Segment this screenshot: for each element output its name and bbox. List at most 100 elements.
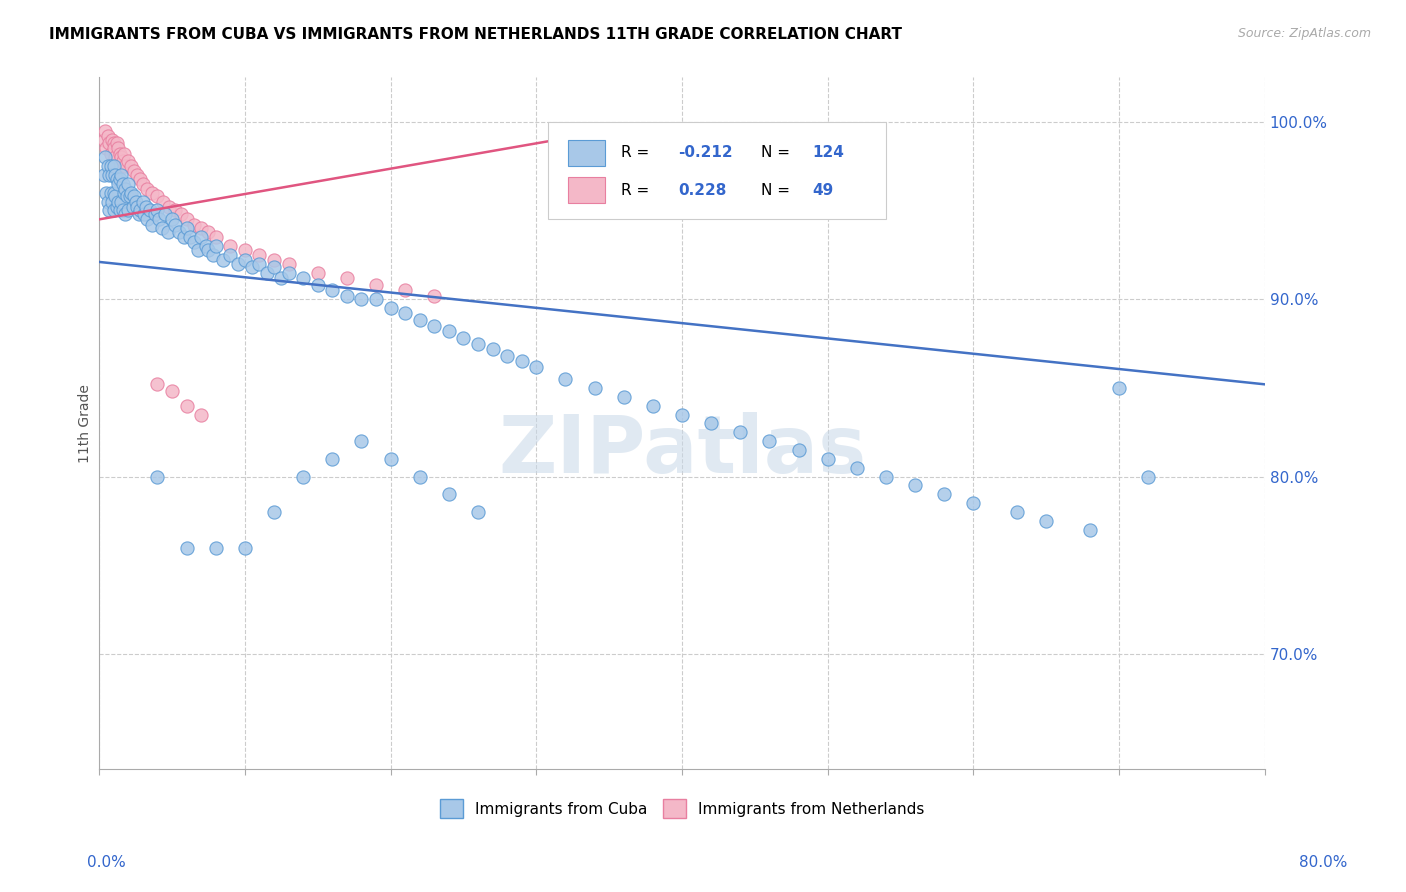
Point <box>212 253 235 268</box>
Point <box>94 123 117 137</box>
Point <box>176 541 198 555</box>
Point <box>94 150 117 164</box>
Point <box>350 292 373 306</box>
Point <box>105 171 128 186</box>
Point <box>554 372 576 386</box>
Text: 124: 124 <box>813 145 845 161</box>
Point <box>249 257 271 271</box>
Point <box>103 136 125 150</box>
Point <box>114 182 136 196</box>
Point <box>423 318 446 333</box>
Point <box>496 349 519 363</box>
Point <box>240 260 263 275</box>
Point <box>190 408 212 422</box>
Point <box>190 221 212 235</box>
Point <box>307 278 329 293</box>
Point <box>103 186 125 200</box>
Point <box>700 417 723 431</box>
Point <box>108 171 131 186</box>
Point <box>817 451 839 466</box>
Point <box>510 354 533 368</box>
Point <box>146 377 169 392</box>
Text: N =: N = <box>761 145 796 161</box>
Point <box>98 136 121 150</box>
Point <box>204 239 226 253</box>
Point <box>101 168 124 182</box>
Point <box>110 168 132 182</box>
Point <box>135 200 157 214</box>
Point <box>107 141 129 155</box>
Point <box>962 496 984 510</box>
Point <box>108 146 131 161</box>
Point <box>1078 523 1101 537</box>
Point <box>104 189 127 203</box>
Point <box>97 159 120 173</box>
Point <box>187 243 209 257</box>
Point <box>98 168 121 182</box>
Point <box>120 186 142 200</box>
Point <box>394 306 416 320</box>
Point <box>146 189 169 203</box>
Point <box>127 168 149 182</box>
Point <box>117 153 139 168</box>
Point <box>108 203 131 218</box>
Point <box>233 541 256 555</box>
Point <box>115 189 138 203</box>
Point <box>194 239 217 253</box>
Text: 0.228: 0.228 <box>679 183 727 198</box>
Text: N =: N = <box>761 183 796 198</box>
Point <box>671 408 693 422</box>
Point <box>128 207 150 221</box>
Point <box>96 141 118 155</box>
Y-axis label: 11th Grade: 11th Grade <box>79 384 93 463</box>
Point <box>105 136 128 150</box>
Point <box>170 207 193 221</box>
Point <box>277 257 299 271</box>
Point <box>93 132 115 146</box>
Point <box>1108 381 1130 395</box>
Point <box>98 203 121 218</box>
Point <box>112 186 135 200</box>
Point <box>139 203 162 218</box>
Point <box>132 194 155 209</box>
Point <box>380 301 402 315</box>
Point <box>233 243 256 257</box>
Point <box>321 283 343 297</box>
Point <box>118 189 141 203</box>
Bar <box>568 178 605 203</box>
Point <box>129 171 152 186</box>
Point <box>875 469 897 483</box>
Point <box>107 177 129 191</box>
Point <box>1005 505 1028 519</box>
Point <box>157 200 180 214</box>
Point <box>845 460 868 475</box>
Point <box>204 541 226 555</box>
Point <box>111 153 134 168</box>
Text: -0.212: -0.212 <box>679 145 733 161</box>
Point <box>96 186 118 200</box>
Point <box>103 159 125 173</box>
Point <box>111 203 134 218</box>
Text: Source: ZipAtlas.com: Source: ZipAtlas.com <box>1237 27 1371 40</box>
Point <box>204 230 226 244</box>
Point <box>153 207 176 221</box>
Point <box>934 487 956 501</box>
Point <box>467 505 489 519</box>
Point <box>120 159 142 173</box>
Point <box>263 253 285 268</box>
Point <box>127 200 149 214</box>
Point <box>103 141 125 155</box>
Point <box>481 342 503 356</box>
Point <box>146 469 169 483</box>
Point <box>437 487 460 501</box>
Point <box>201 248 224 262</box>
Point <box>132 177 155 191</box>
Point <box>226 257 249 271</box>
Point <box>100 186 122 200</box>
Point <box>121 200 143 214</box>
Point <box>263 260 285 275</box>
Point <box>150 221 173 235</box>
Point <box>904 478 927 492</box>
Point <box>146 203 169 218</box>
Point <box>197 225 219 239</box>
